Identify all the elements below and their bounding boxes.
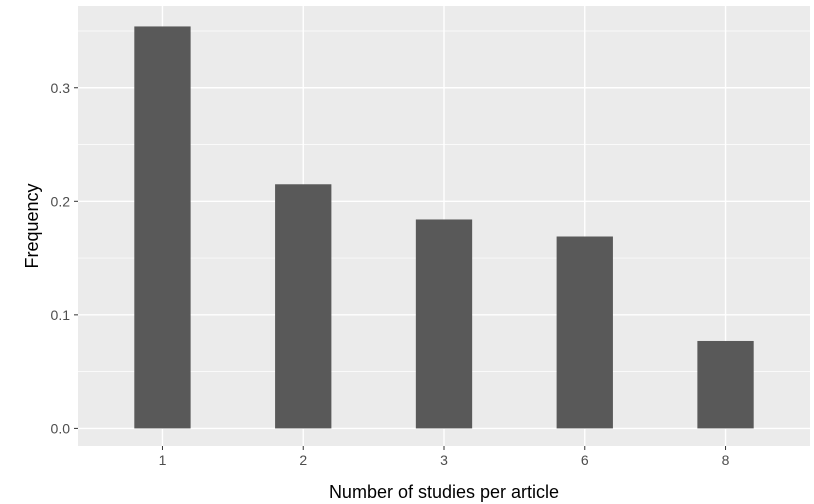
x-tick-label: 6	[581, 452, 589, 468]
bar-6	[556, 236, 613, 429]
bar-3	[415, 219, 473, 429]
x-tick-label: 3	[440, 452, 448, 468]
bar-8	[697, 340, 754, 429]
y-tick-label: 0.0	[51, 420, 71, 436]
x-axis: 1 2 3 6 8	[159, 446, 730, 468]
x-tick-label: 1	[159, 452, 167, 468]
y-tick-label: 0.1	[51, 307, 71, 323]
y-axis-title: Frequency	[22, 183, 42, 268]
bar-2	[275, 184, 332, 429]
y-axis: 0.0 0.1 0.2 0.3	[51, 80, 78, 436]
bars-group	[134, 26, 754, 429]
x-axis-title: Number of studies per article	[329, 482, 559, 502]
y-tick-label: 0.2	[51, 193, 71, 209]
x-tick-label: 2	[299, 452, 307, 468]
x-tick-label: 8	[722, 452, 730, 468]
bar-1	[134, 26, 191, 429]
y-tick-label: 0.3	[51, 80, 71, 96]
